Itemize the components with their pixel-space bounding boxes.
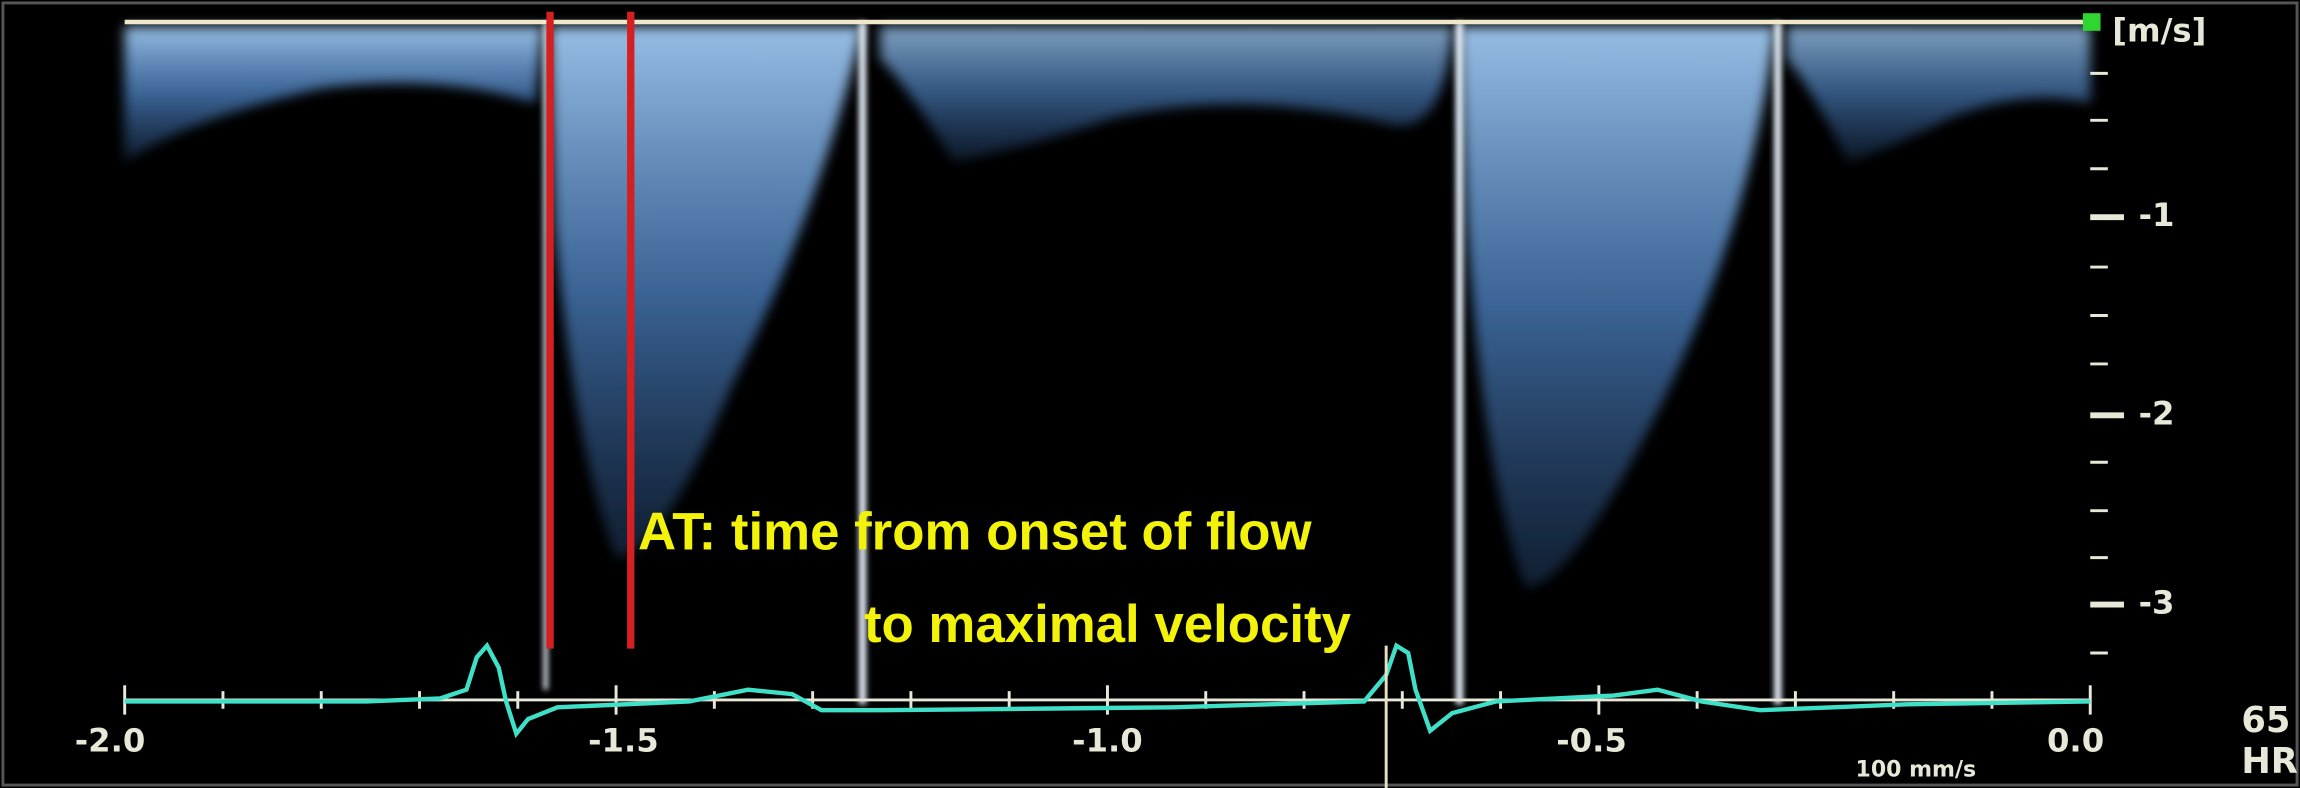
heart-rate-label: HR (2241, 741, 2298, 782)
time-label: -0.5 (1556, 722, 1627, 760)
velocity-unit: [m/s] (2112, 11, 2206, 49)
heart-rate-value: 65 (2241, 700, 2290, 741)
velocity-label: -2 (2139, 394, 2175, 432)
annotation-line: AT: time from onset of flow (638, 503, 1312, 562)
sweep-speed: 100 mm/s (1856, 757, 1977, 782)
annotation-line: to maximal velocity (864, 595, 1352, 654)
time-label: -2.0 (75, 722, 146, 760)
valve-clicks (543, 22, 1782, 705)
baseline-marker (2082, 13, 2101, 31)
velocity-ticks (2090, 71, 2124, 655)
velocity-label: -3 (2139, 584, 2175, 622)
time-label: 0.0 (2047, 722, 2104, 760)
time-label: -1.0 (1072, 722, 1143, 760)
ecg-trace (124, 641, 2091, 739)
time-label: -1.5 (588, 722, 659, 760)
velocity-label: -1 (2139, 196, 2175, 234)
